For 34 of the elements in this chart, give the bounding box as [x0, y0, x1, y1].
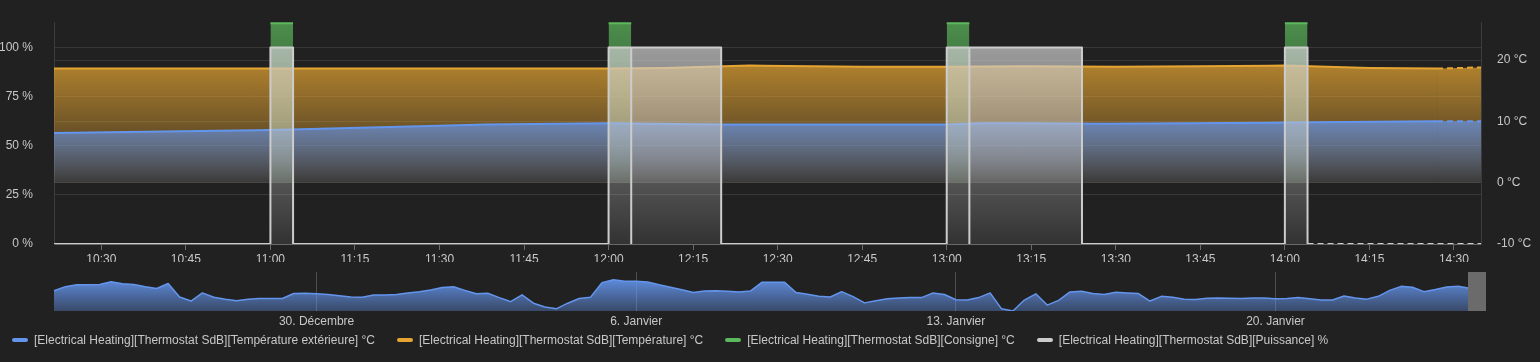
- x-tick-label: 14:30: [1438, 251, 1470, 266]
- x-tick-label: 11:30: [424, 251, 455, 266]
- y-tick-label: 100 %: [0, 39, 34, 54]
- legend-label: [Electrical Heating][Thermostat SdB][Température] °C: [418, 333, 704, 347]
- y-tick-label: 75 %: [5, 88, 34, 103]
- y2-tick-label: 0 °C: [1497, 174, 1521, 189]
- y-tick-label: 50 %: [5, 138, 34, 153]
- x-tick-label: 30. Décembre: [278, 313, 355, 328]
- legend-label: [Electrical Heating][Thermostat SdB][Température extérieure] °C: [34, 333, 375, 347]
- x-tick-label: 20. Janvier: [1246, 313, 1305, 328]
- x-tick-label: 12:00: [593, 251, 624, 266]
- legend-label: [Electrical Heating][Thermostat SdB][Consigne] °C: [747, 333, 1015, 347]
- x-tick-label: 13:00: [931, 251, 963, 266]
- x-tick-label: 13:30: [1100, 251, 1132, 266]
- x-tick-label: 11:45: [509, 251, 539, 266]
- y-tick-label: 25 %: [5, 187, 34, 202]
- y2-tick-label: 20 °C: [1497, 52, 1528, 67]
- x-tick-label: 14:00: [1269, 251, 1301, 266]
- x-tick-label: 13:45: [1185, 251, 1216, 266]
- x-tick-label: 6. Janvier: [610, 313, 663, 328]
- legend-label: [Electrical Heating][Thermostat SdB][Puissance] %: [1058, 333, 1329, 347]
- y2-tick-label: 10 °C: [1497, 113, 1528, 128]
- x-tick-label: 13. Janvier: [926, 313, 986, 328]
- x-tick-label: 12:45: [847, 251, 878, 266]
- x-tick-label: 13:15: [1016, 251, 1047, 266]
- x-tick-label: 11:00: [255, 251, 286, 266]
- y2-tick-label: -10 °C: [1497, 236, 1532, 251]
- x-tick-label: 11:15: [340, 251, 370, 266]
- x-tick-label: 10:30: [86, 251, 117, 266]
- x-tick-label: 14:15: [1354, 251, 1385, 266]
- y-tick-label: 0 %: [12, 236, 34, 251]
- x-tick-label: 12:15: [678, 251, 709, 266]
- x-tick-label: 10:45: [170, 251, 202, 266]
- x-tick-label: 12:30: [762, 251, 793, 266]
